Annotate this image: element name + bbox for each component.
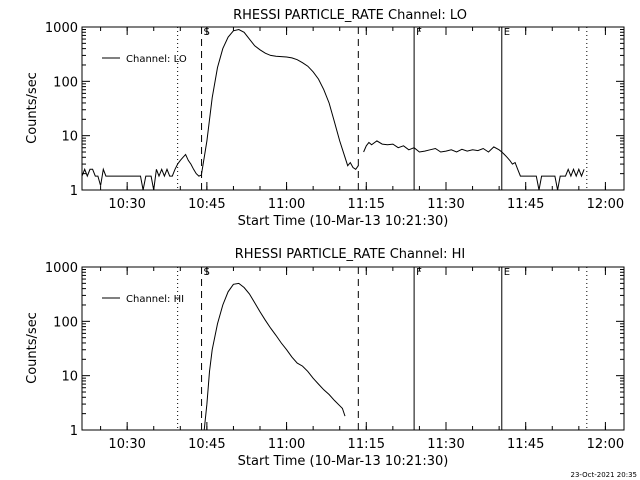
footer-timestamp: 23-Oct-2021 20:35: [571, 471, 637, 479]
y-tick-label: 10: [61, 130, 78, 145]
x-tick-label: 11:45: [507, 197, 544, 212]
x-axis-label: Start Time (10-Mar-13 10:21:30): [238, 454, 449, 469]
chart-title: RHESSI PARTICLE_RATE Channel: HI: [235, 247, 465, 262]
marker-label: F: [416, 27, 422, 38]
x-tick-label: 12:00: [587, 437, 624, 452]
x-tick-label: 11:30: [427, 437, 464, 452]
y-tick-label: 100: [53, 75, 78, 90]
chart-title: RHESSI PARTICLE_RATE Channel: LO: [233, 8, 467, 23]
x-tick-label: 11:00: [268, 437, 305, 452]
marker-label: S: [204, 27, 210, 38]
plot-frame: [81, 26, 625, 191]
x-tick-label: 10:30: [108, 197, 145, 212]
x-tick-label: 11:30: [427, 197, 464, 212]
y-tick-label: 10: [61, 370, 78, 385]
chart-panel-hi: RHESSI PARTICLE_RATE Channel: HI 10:30 10:…: [25, 247, 625, 469]
y-tick-label: 1000: [45, 261, 78, 276]
legend-label: Channel: LO: [126, 54, 187, 65]
x-tick-label: 10:45: [188, 197, 225, 212]
y-axis-label: Counts/sec: [25, 312, 40, 384]
marker-label: E: [504, 27, 510, 38]
series-line: [201, 28, 359, 174]
y-tick-label: 100: [53, 315, 78, 330]
x-tick-label: 10:45: [188, 437, 225, 452]
x-tick-label: 10:30: [108, 437, 145, 452]
y-tick-label: 1: [70, 184, 78, 199]
x-tick-label: 11:15: [348, 437, 385, 452]
x-axis-label: Start Time (10-Mar-13 10:21:30): [238, 214, 449, 229]
marker-label: S: [204, 267, 210, 278]
series-line: [81, 153, 202, 191]
legend-label: Channel: HI: [126, 294, 184, 305]
chart-panel-lo: RHESSI PARTICLE_RATE Channel: LO 10:30 10:…: [25, 8, 625, 229]
marker-label: E: [504, 267, 510, 278]
series-line: [363, 140, 503, 153]
x-tick-label: 11:45: [507, 437, 544, 452]
y-tick-label: 1: [70, 424, 78, 439]
series-line: [203, 282, 346, 431]
x-tick-label: 11:15: [348, 197, 385, 212]
series-line: [501, 151, 585, 191]
plot-frame: [81, 266, 625, 431]
y-axis-label: Counts/sec: [25, 72, 40, 144]
x-tick-label: 12:00: [587, 197, 624, 212]
marker-label: F: [416, 267, 422, 278]
y-tick-label: 1000: [45, 21, 78, 36]
x-tick-label: 11:00: [268, 197, 305, 212]
